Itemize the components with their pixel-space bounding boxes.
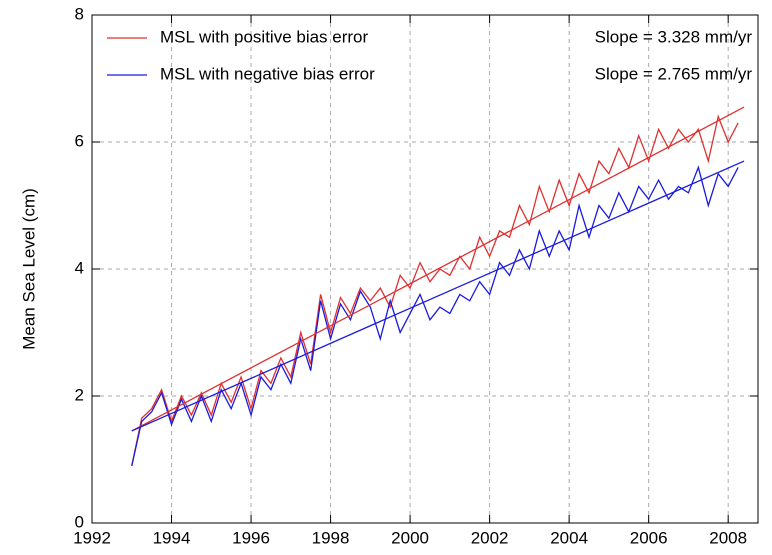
y-axis-label: Mean Sea Level (cm) xyxy=(19,188,38,350)
x-tick-label: 1996 xyxy=(232,528,270,547)
series-line xyxy=(131,114,739,466)
trend-line xyxy=(131,106,745,432)
trend-line xyxy=(131,160,745,432)
x-tick-label: 1998 xyxy=(312,528,350,547)
x-tick-label: 2004 xyxy=(550,528,588,547)
y-tick-label: 4 xyxy=(75,258,84,277)
x-tick-label: 1992 xyxy=(73,528,111,547)
legend-label: MSL with positive bias error xyxy=(160,27,369,46)
x-tick-label: 2008 xyxy=(709,528,747,547)
slope-annotation: Slope = 2.765 mm/yr xyxy=(595,64,753,83)
x-tick-label: 2000 xyxy=(391,528,429,547)
legend-label: MSL with negative bias error xyxy=(160,64,375,83)
y-tick-label: 6 xyxy=(75,131,84,150)
plot-frame xyxy=(91,14,759,524)
x-tick-label: 2002 xyxy=(471,528,509,547)
y-tick-label: 0 xyxy=(75,512,84,531)
x-tick-label: 1994 xyxy=(153,528,191,547)
y-tick-label: 2 xyxy=(75,385,84,404)
x-tick-label: 2006 xyxy=(630,528,668,547)
slope-annotation: Slope = 3.328 mm/yr xyxy=(595,27,753,46)
y-tick-label: 8 xyxy=(75,4,84,23)
series-line xyxy=(131,165,739,466)
